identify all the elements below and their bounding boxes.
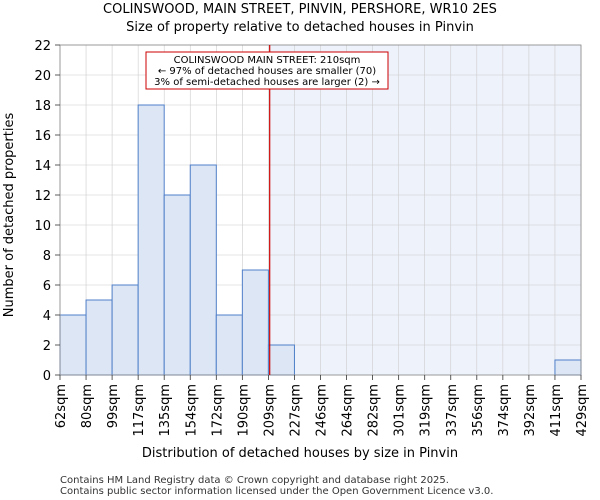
x-tick-label: 319sqm xyxy=(419,384,434,437)
x-tick-label: 301sqm xyxy=(393,384,408,437)
y-axis-label: Number of detached properties xyxy=(2,113,17,318)
footer-line-1: Contains HM Land Registry data © Crown c… xyxy=(60,475,449,486)
histogram-bar xyxy=(85,299,113,376)
x-tick-label: 80sqm xyxy=(80,384,95,428)
x-tick-label: 337sqm xyxy=(445,384,460,437)
x-tick-label: 282sqm xyxy=(367,384,382,437)
histogram-bar xyxy=(111,284,139,376)
x-tick-label: 172sqm xyxy=(210,384,225,437)
annotation-line-2: ← 97% of detached houses are smaller (70… xyxy=(158,66,376,77)
highlight-region xyxy=(269,45,581,375)
x-tick-label: 62sqm xyxy=(54,384,69,428)
y-tick-label: 0 xyxy=(43,369,51,384)
histogram-bar xyxy=(189,164,217,376)
x-tick-label: 264sqm xyxy=(341,384,356,437)
histogram-bar xyxy=(59,314,87,376)
x-axis-label: Distribution of detached houses by size … xyxy=(142,446,458,461)
y-tick-label: 18 xyxy=(34,99,51,114)
y-tick-label: 4 xyxy=(43,309,51,324)
x-tick-label: 356sqm xyxy=(471,384,486,437)
annotation-line-1: COLINSWOOD MAIN STREET: 210sqm xyxy=(174,55,361,66)
histogram-bar xyxy=(215,314,243,376)
x-tick-label: 135sqm xyxy=(158,384,173,437)
y-tick-label: 20 xyxy=(34,69,51,84)
y-tick-label: 6 xyxy=(43,279,51,294)
x-tick-label: 246sqm xyxy=(315,384,330,437)
footer-line-2: Contains public sector information licen… xyxy=(60,486,493,497)
y-tick-label: 10 xyxy=(34,219,51,234)
annotation-line-3: 3% of semi-detached houses are larger (2… xyxy=(154,77,380,88)
chart-subtitle: Size of property relative to detached ho… xyxy=(126,20,474,35)
x-tick-label: 411sqm xyxy=(549,384,564,437)
x-tick-label: 99sqm xyxy=(106,384,121,428)
y-tick-label: 2 xyxy=(43,339,51,354)
histogram-bar xyxy=(554,359,582,376)
chart-title: COLINSWOOD, MAIN STREET, PINVIN, PERSHOR… xyxy=(103,2,497,17)
histogram-bar xyxy=(267,344,295,376)
histogram-bar xyxy=(163,194,191,376)
y-tick-label: 22 xyxy=(34,39,51,54)
y-tick-label: 16 xyxy=(34,129,51,144)
annotation-box xyxy=(145,51,389,90)
x-tick-label: 209sqm xyxy=(262,384,277,437)
y-tick-label: 14 xyxy=(34,159,51,174)
x-tick-label: 392sqm xyxy=(523,384,538,437)
x-tick-label: 429sqm xyxy=(575,384,590,437)
y-tick-label: 8 xyxy=(43,249,51,264)
x-tick-label: 190sqm xyxy=(236,384,251,437)
plot-area: 0 2 4 6 8 10 12 14 16 18 20 22 62sqm 80sqm 99sqm 117sqm… xyxy=(34,39,590,437)
histogram-bar xyxy=(137,104,165,376)
x-tick-label: 374sqm xyxy=(497,384,512,437)
y-tick-label: 12 xyxy=(34,189,51,204)
x-tick-label: 227sqm xyxy=(288,384,303,437)
x-tick-label: 117sqm xyxy=(132,384,147,437)
x-tick-label: 154sqm xyxy=(184,384,199,437)
histogram-bar xyxy=(241,269,269,376)
